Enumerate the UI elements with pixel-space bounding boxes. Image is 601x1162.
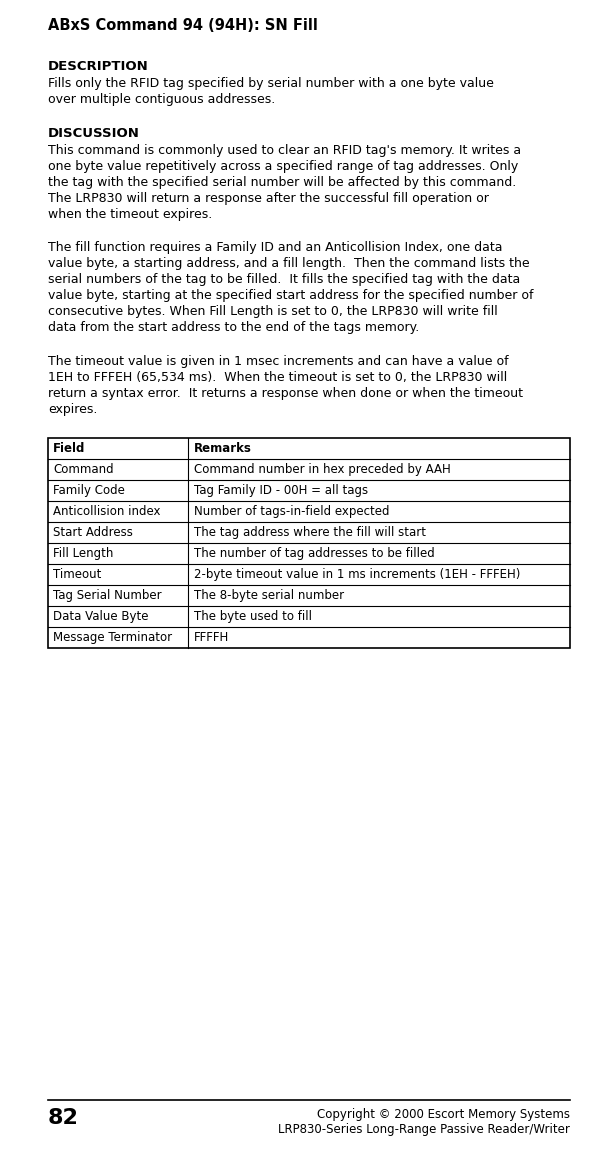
Text: Copyright © 2000 Escort Memory Systems
LRP830-Series Long-Range Passive Reader/W: Copyright © 2000 Escort Memory Systems L…	[278, 1109, 570, 1136]
Text: Tag Serial Number: Tag Serial Number	[53, 589, 162, 602]
Text: The fill function requires a Family ID and an Anticollision Index, one data
valu: The fill function requires a Family ID a…	[48, 241, 534, 333]
Text: DESCRIPTION: DESCRIPTION	[48, 60, 149, 73]
Text: Tag Family ID - 00H = all tags: Tag Family ID - 00H = all tags	[194, 485, 368, 497]
Text: Fills only the RFID tag specified by serial number with a one byte value
over mu: Fills only the RFID tag specified by ser…	[48, 77, 494, 106]
Text: The byte used to fill: The byte used to fill	[194, 610, 312, 623]
Text: The tag address where the fill will start: The tag address where the fill will star…	[194, 526, 426, 539]
Text: 82: 82	[48, 1109, 79, 1128]
Bar	[48, 438, 570, 648]
Text: Fill Length: Fill Length	[53, 547, 114, 560]
Text: Command number in hex preceded by AAH: Command number in hex preceded by AAH	[194, 462, 451, 476]
Text: Family Code: Family Code	[53, 485, 125, 497]
Text: Remarks: Remarks	[194, 442, 252, 456]
Text: Data Value Byte: Data Value Byte	[53, 610, 148, 623]
Text: Field: Field	[53, 442, 85, 456]
Text: Message Terminator: Message Terminator	[53, 631, 172, 644]
Text: ABxS Command 94 (94H): SN Fill: ABxS Command 94 (94H): SN Fill	[48, 17, 318, 33]
Text: Start Address: Start Address	[53, 526, 133, 539]
Text: Anticollision index: Anticollision index	[53, 505, 160, 518]
Text: DISCUSSION: DISCUSSION	[48, 127, 140, 139]
Text: Number of tags-in-field expected: Number of tags-in-field expected	[194, 505, 389, 518]
Text: Timeout: Timeout	[53, 568, 102, 581]
Text: This command is commonly used to clear an RFID tag's memory. It writes a
one byt: This command is commonly used to clear a…	[48, 144, 521, 221]
Text: The number of tag addresses to be filled: The number of tag addresses to be filled	[194, 547, 435, 560]
Text: The timeout value is given in 1 msec increments and can have a value of
1EH to F: The timeout value is given in 1 msec inc…	[48, 356, 523, 416]
Text: The 8-byte serial number: The 8-byte serial number	[194, 589, 344, 602]
Text: FFFFH: FFFFH	[194, 631, 229, 644]
Text: Command: Command	[53, 462, 114, 476]
Text: 2-byte timeout value in 1 ms increments (1EH - FFFEH): 2-byte timeout value in 1 ms increments …	[194, 568, 520, 581]
